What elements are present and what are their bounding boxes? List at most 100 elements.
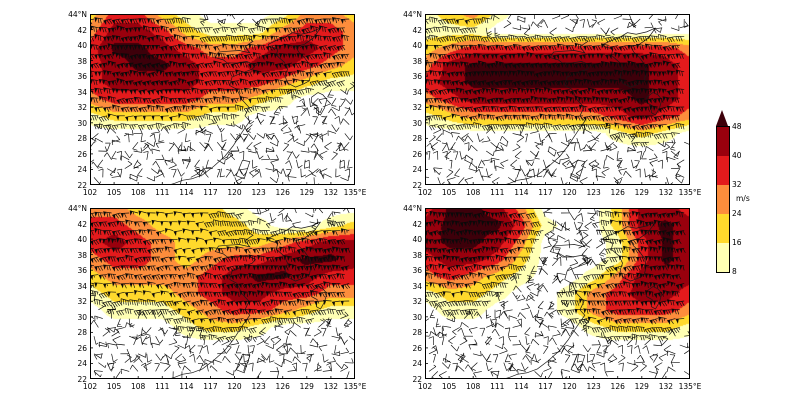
lat-tick-label: 42 bbox=[412, 219, 422, 229]
lon-tick-label: 105 bbox=[106, 188, 122, 197]
colorbar-extend-arrow bbox=[716, 110, 728, 126]
lon-tick-label: 123 bbox=[251, 188, 266, 197]
lon-tick-label: 114 bbox=[179, 188, 194, 197]
lat-tick-label: 38 bbox=[77, 56, 87, 66]
colorbar-tick-label: 8 bbox=[732, 267, 737, 276]
colorbar-tick-label: 16 bbox=[732, 238, 742, 247]
lon-tick-label: 102 bbox=[82, 382, 98, 391]
lat-tick-label: 34 bbox=[412, 87, 422, 97]
lon-tick-label: 123 bbox=[586, 382, 601, 391]
lat-tick-label: 40 bbox=[412, 41, 422, 51]
lat-tick-label: 30 bbox=[412, 312, 422, 322]
lon-tick-label: 135°E bbox=[678, 382, 702, 391]
colorbar-tick-label: 40 bbox=[732, 151, 742, 160]
lon-tick-label: 132 bbox=[323, 188, 339, 197]
lat-tick-label: 30 bbox=[77, 312, 87, 322]
colorbar-segment bbox=[717, 156, 729, 185]
lat-tick-label: 22 bbox=[77, 375, 87, 384]
lat-tick-label: 26 bbox=[412, 343, 422, 353]
lat-tick-label: 30 bbox=[77, 118, 87, 128]
colorbar-tick-label: 24 bbox=[732, 209, 742, 218]
lon-tick-label: 111 bbox=[155, 188, 170, 197]
lon-tick-label: 123 bbox=[586, 188, 601, 197]
wind-field-canvas-bottom-left bbox=[90, 208, 355, 379]
lat-tick-label: 22 bbox=[77, 181, 87, 190]
lon-tick-label: 129 bbox=[299, 382, 314, 391]
lat-tick-label: 44°N bbox=[403, 10, 422, 19]
lon-tick-label: 120 bbox=[227, 382, 242, 391]
lat-tick-label: 36 bbox=[77, 72, 87, 82]
lon-tick-label: 120 bbox=[562, 188, 577, 197]
lon-tick-label: 111 bbox=[155, 382, 170, 391]
lon-tick-label: 126 bbox=[275, 188, 290, 197]
lon-tick-label: 102 bbox=[417, 188, 433, 197]
lon-tick-label: 105 bbox=[441, 188, 457, 197]
lat-tick-label: 32 bbox=[77, 103, 87, 113]
lat-tick-label: 36 bbox=[77, 266, 87, 276]
lon-tick-label: 114 bbox=[514, 382, 529, 391]
lat-tick-label: 28 bbox=[77, 328, 87, 338]
lon-tick-label: 123 bbox=[251, 382, 266, 391]
lat-tick-label: 26 bbox=[77, 343, 87, 353]
lon-tick-label: 105 bbox=[441, 382, 457, 391]
lat-tick-label: 28 bbox=[412, 134, 422, 144]
lat-tick-label: 38 bbox=[412, 250, 422, 260]
lat-tick-label: 28 bbox=[77, 134, 87, 144]
colorbar-tick-label: 48 bbox=[732, 122, 742, 131]
lat-tick-label: 42 bbox=[77, 219, 87, 229]
lon-tick-label: 135°E bbox=[678, 188, 702, 197]
lon-tick-label: 117 bbox=[538, 188, 553, 197]
colorbar-segment bbox=[717, 214, 729, 243]
lat-tick-label: 38 bbox=[77, 250, 87, 260]
lon-tick-label: 108 bbox=[131, 188, 146, 197]
lat-tick-label: 38 bbox=[412, 56, 422, 66]
wind-field-canvas-top-right bbox=[425, 14, 690, 185]
lat-tick-label: 24 bbox=[77, 165, 87, 175]
lon-tick-label: 132 bbox=[658, 382, 674, 391]
lat-tick-label: 24 bbox=[77, 359, 87, 369]
lon-tick-label: 117 bbox=[203, 382, 218, 391]
lon-tick-label: 126 bbox=[275, 382, 290, 391]
lat-tick-label: 32 bbox=[412, 297, 422, 307]
lat-tick-label: 34 bbox=[77, 281, 87, 291]
lat-tick-label: 42 bbox=[77, 25, 87, 35]
colorbar-segment bbox=[717, 127, 729, 156]
lat-tick-label: 22 bbox=[412, 181, 422, 190]
lat-tick-label: 34 bbox=[412, 281, 422, 291]
lon-tick-label: 108 bbox=[466, 188, 481, 197]
lon-tick-label: 105 bbox=[106, 382, 122, 391]
lon-tick-label: 111 bbox=[490, 188, 505, 197]
lon-tick-label: 132 bbox=[323, 382, 339, 391]
lat-tick-label: 40 bbox=[77, 41, 87, 51]
lon-tick-label: 126 bbox=[610, 382, 625, 391]
lat-tick-label: 28 bbox=[412, 328, 422, 338]
wind-field-canvas-top-left bbox=[90, 14, 355, 185]
panel-bottom-right bbox=[425, 208, 690, 379]
lat-tick-label: 36 bbox=[412, 72, 422, 82]
lon-tick-label: 129 bbox=[634, 382, 649, 391]
lat-tick-label: 24 bbox=[412, 165, 422, 175]
lat-tick-label: 40 bbox=[77, 235, 87, 245]
lat-tick-label: 42 bbox=[412, 25, 422, 35]
lon-tick-label: 114 bbox=[179, 382, 194, 391]
colorbar-tick-label: 32 bbox=[732, 180, 742, 189]
colorbar-bar bbox=[716, 126, 730, 273]
lon-tick-label: 126 bbox=[610, 188, 625, 197]
lon-tick-label: 120 bbox=[227, 188, 242, 197]
lon-tick-label: 102 bbox=[417, 382, 433, 391]
lon-tick-label: 132 bbox=[658, 188, 674, 197]
lat-tick-label: 26 bbox=[77, 149, 87, 159]
lon-tick-label: 129 bbox=[299, 188, 314, 197]
lon-tick-label: 114 bbox=[514, 188, 529, 197]
colorbar-segment bbox=[717, 185, 729, 214]
panel-bottom-left bbox=[90, 208, 355, 379]
lon-tick-label: 102 bbox=[82, 188, 98, 197]
lat-tick-label: 44°N bbox=[68, 10, 87, 19]
lon-tick-label: 135°E bbox=[343, 188, 367, 197]
wind-field-canvas-bottom-right bbox=[425, 208, 690, 379]
lon-tick-label: 108 bbox=[466, 382, 481, 391]
lat-tick-label: 44°N bbox=[68, 204, 87, 213]
lon-tick-label: 117 bbox=[538, 382, 553, 391]
lat-tick-label: 34 bbox=[77, 87, 87, 97]
